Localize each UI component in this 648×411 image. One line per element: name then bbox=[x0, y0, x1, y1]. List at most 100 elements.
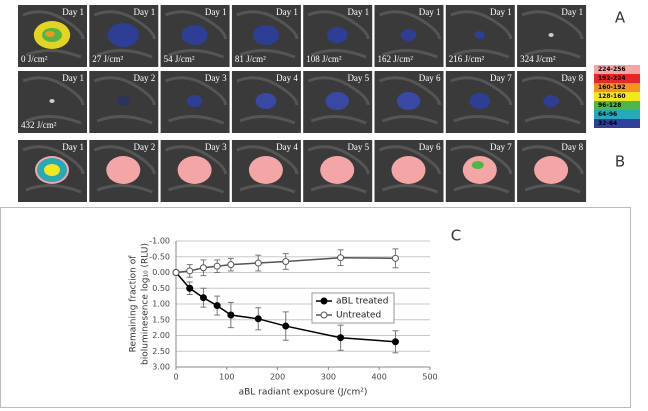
day-label: Day 1 bbox=[561, 7, 583, 17]
signal bbox=[45, 31, 55, 37]
legend-label: aBL treated bbox=[336, 297, 388, 307]
marker bbox=[199, 294, 207, 302]
signal bbox=[534, 156, 569, 184]
marker bbox=[282, 257, 290, 265]
tissue-texture bbox=[378, 10, 441, 59]
tissue-texture bbox=[236, 145, 299, 194]
signal bbox=[462, 156, 497, 184]
tissue-texture bbox=[165, 145, 228, 194]
tissue-texture bbox=[378, 76, 441, 125]
tissue-texture bbox=[450, 10, 513, 59]
colorbar-label: 128-160 bbox=[598, 93, 626, 100]
tissue-texture bbox=[521, 145, 584, 194]
signal bbox=[543, 95, 559, 107]
legend-marker bbox=[320, 297, 328, 305]
dose-label: 27 J/cm² bbox=[92, 54, 123, 64]
signal bbox=[116, 96, 130, 106]
signal bbox=[49, 99, 55, 103]
colorbar-swatch bbox=[594, 83, 640, 92]
day-label: Day 4 bbox=[276, 73, 298, 83]
marker bbox=[254, 315, 262, 323]
x-tick-label: 300 bbox=[321, 373, 336, 382]
legend-marker bbox=[320, 311, 328, 319]
marker bbox=[172, 269, 180, 276]
day-label: Day 8 bbox=[561, 73, 583, 83]
marker bbox=[186, 284, 194, 292]
tissue-texture bbox=[307, 10, 370, 59]
day-label: Day 4 bbox=[276, 142, 298, 152]
dose-label: 432 J/cm² bbox=[21, 120, 57, 130]
signal bbox=[474, 31, 485, 39]
colorbar-label: 224-256 bbox=[598, 66, 626, 73]
day-label: Day 1 bbox=[205, 7, 227, 17]
panel-label: C bbox=[451, 227, 461, 245]
marker bbox=[391, 254, 399, 262]
day-label: Day 2 bbox=[134, 142, 156, 152]
tissue-texture bbox=[378, 145, 441, 194]
day-label: Day 7 bbox=[490, 142, 512, 152]
colorbar-label: 64-96 bbox=[598, 111, 617, 118]
y-tick-label: 1.00 bbox=[152, 300, 170, 309]
y-tick-label: -1.00 bbox=[149, 237, 170, 246]
signal bbox=[391, 156, 426, 184]
signal bbox=[548, 33, 554, 37]
dose-label: 216 J/cm² bbox=[449, 54, 485, 64]
signal bbox=[325, 92, 349, 110]
marker bbox=[227, 311, 235, 319]
dose-label: 162 J/cm² bbox=[378, 54, 414, 64]
y-tick-label: 0.00 bbox=[152, 268, 170, 277]
marker bbox=[213, 302, 221, 310]
day-label: Day 5 bbox=[347, 73, 369, 83]
dose-label: 324 J/cm² bbox=[520, 54, 556, 64]
y-tick-label: 3.00 bbox=[152, 363, 170, 372]
tissue-texture bbox=[93, 10, 156, 59]
marker bbox=[213, 262, 221, 270]
signal bbox=[107, 23, 139, 47]
dose-label: 81 J/cm² bbox=[235, 54, 266, 64]
panel-label: B bbox=[615, 153, 625, 171]
signal bbox=[186, 95, 203, 107]
y-tick-label: 2.00 bbox=[152, 331, 170, 340]
signal bbox=[471, 161, 484, 169]
tissue-texture bbox=[236, 10, 299, 59]
dose-label: 54 J/cm² bbox=[164, 54, 195, 64]
day-label: Day 1 bbox=[490, 7, 512, 17]
signal bbox=[396, 92, 421, 110]
day-label: Day 1 bbox=[347, 7, 369, 17]
tissue-texture bbox=[93, 145, 156, 194]
y-tick-label: -0.50 bbox=[149, 252, 170, 261]
day-label: Day 1 bbox=[419, 7, 441, 17]
signal bbox=[44, 164, 60, 176]
y-axis-label: Remaining fraction of bbox=[129, 255, 139, 353]
signal bbox=[248, 156, 283, 184]
y-tick-label: 2.50 bbox=[152, 347, 170, 356]
day-label: Day 6 bbox=[419, 73, 441, 83]
x-tick-label: 400 bbox=[372, 373, 387, 382]
panel-label: A bbox=[615, 9, 626, 27]
legend-label: Untreated bbox=[336, 311, 381, 321]
tissue-texture bbox=[165, 76, 228, 125]
colorbar-swatch bbox=[594, 65, 640, 74]
x-tick-label: 200 bbox=[270, 373, 285, 382]
day-label: Day 1 bbox=[134, 7, 156, 17]
day-label: Day 3 bbox=[205, 73, 227, 83]
y-tick-label: 0.50 bbox=[152, 284, 170, 293]
colorbar-label: 32-64 bbox=[598, 120, 617, 127]
day-label: Day 1 bbox=[62, 142, 84, 152]
tissue-texture bbox=[521, 76, 584, 125]
marker bbox=[254, 259, 262, 267]
marker bbox=[199, 264, 207, 272]
signal bbox=[106, 156, 141, 184]
x-tick-label: 100 bbox=[219, 373, 234, 382]
y-axis-label: bioluminesence log₁₀ (RLU) bbox=[141, 243, 151, 365]
colorbar-swatch bbox=[594, 110, 640, 119]
tissue-texture bbox=[236, 76, 299, 125]
x-tick-label: 0 bbox=[173, 373, 178, 382]
tissue-texture bbox=[307, 145, 370, 194]
colorbar-swatch bbox=[594, 74, 640, 83]
signal bbox=[326, 27, 348, 43]
tissue-texture bbox=[450, 76, 513, 125]
colorbar-label: 96-128 bbox=[598, 102, 621, 109]
